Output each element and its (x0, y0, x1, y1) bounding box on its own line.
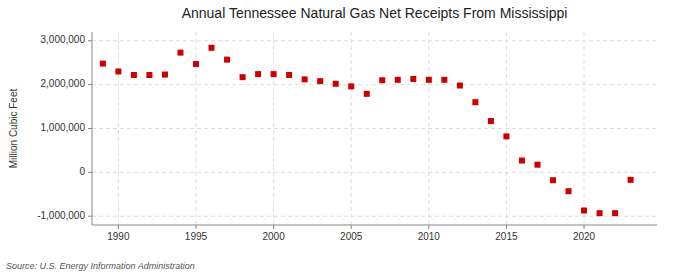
chart-container: -1,000,000 0 1,000,000 2,000,000 3,000,000 19… (0, 0, 675, 275)
point (286, 72, 292, 78)
x-tick-label: 2000 (262, 231, 285, 242)
point (302, 76, 308, 82)
point (193, 61, 199, 67)
point (271, 71, 277, 77)
x-tick (584, 225, 585, 229)
point (488, 118, 494, 124)
y-tick (88, 216, 92, 217)
y-tick-label: 2,000,000 (41, 78, 86, 89)
point (317, 78, 323, 84)
point (364, 91, 370, 97)
x-tick (506, 225, 507, 229)
point (333, 81, 339, 87)
y-tick (88, 172, 92, 173)
point (581, 208, 587, 214)
point (177, 50, 183, 56)
x-tick (273, 225, 274, 229)
y-grid-line (92, 128, 657, 129)
point (146, 72, 152, 78)
point (550, 177, 556, 183)
point (379, 77, 385, 83)
point (255, 71, 261, 77)
y-tick (88, 40, 92, 41)
y-axis-label: Million Cubic Feet (8, 89, 19, 169)
x-axis: 1990 1995 2000 2005 2010 2015 2020 (107, 32, 595, 242)
x-tick (351, 225, 352, 229)
source-note: Source: U.S. Energy Information Administ… (6, 261, 195, 271)
y-tick (88, 84, 92, 85)
point (519, 158, 525, 164)
x-grid-line (351, 32, 352, 225)
point (410, 76, 416, 82)
y-axis: -1,000,000 0 1,000,000 2,000,000 3,000,000 (37, 34, 657, 220)
point (224, 57, 230, 63)
point (503, 133, 509, 139)
x-grid-line (118, 32, 119, 225)
x-grid-line (428, 32, 429, 225)
x-tick-label: 2015 (495, 231, 518, 242)
x-tick (428, 225, 429, 229)
point (472, 99, 478, 105)
point (115, 68, 121, 74)
point (534, 162, 540, 168)
y-tick-label: 1,000,000 (41, 122, 86, 133)
y-tick-label: 3,000,000 (41, 34, 86, 45)
x-axis-line (92, 225, 657, 226)
y-grid-line (92, 84, 657, 85)
point (566, 188, 572, 194)
point (395, 77, 401, 83)
x-grid-line (506, 32, 507, 225)
point (612, 210, 618, 216)
point (131, 72, 137, 78)
point (597, 210, 603, 216)
x-tick-label: 1990 (107, 231, 130, 242)
y-axis-line (92, 32, 93, 225)
y-tick-label: 0 (79, 166, 85, 177)
point (441, 77, 447, 83)
y-grid-line (92, 216, 657, 217)
title: Annual Tennessee Natural Gas Net Receipt… (182, 5, 568, 21)
chart-svg: -1,000,000 0 1,000,000 2,000,000 3,000,000 19… (0, 0, 675, 275)
point (209, 45, 215, 51)
x-grid-line (273, 32, 274, 225)
point (100, 61, 106, 67)
point (628, 177, 634, 183)
points (100, 45, 634, 216)
x-tick (195, 225, 196, 229)
point (426, 77, 432, 83)
x-tick-label: 2010 (418, 231, 441, 242)
x-grid-line (195, 32, 196, 225)
y-tick-label: -1,000,000 (37, 210, 85, 221)
x-grid-line (584, 32, 585, 225)
x-tick-label: 2005 (340, 231, 363, 242)
x-tick (118, 225, 119, 229)
point (162, 72, 168, 78)
y-grid-line (92, 40, 657, 41)
y-tick (88, 128, 92, 129)
point (457, 83, 463, 89)
y-grid-line (92, 172, 657, 173)
x-tick-label: 2020 (573, 231, 596, 242)
point (348, 83, 354, 89)
point (240, 74, 246, 80)
x-tick-label: 1995 (185, 231, 208, 242)
